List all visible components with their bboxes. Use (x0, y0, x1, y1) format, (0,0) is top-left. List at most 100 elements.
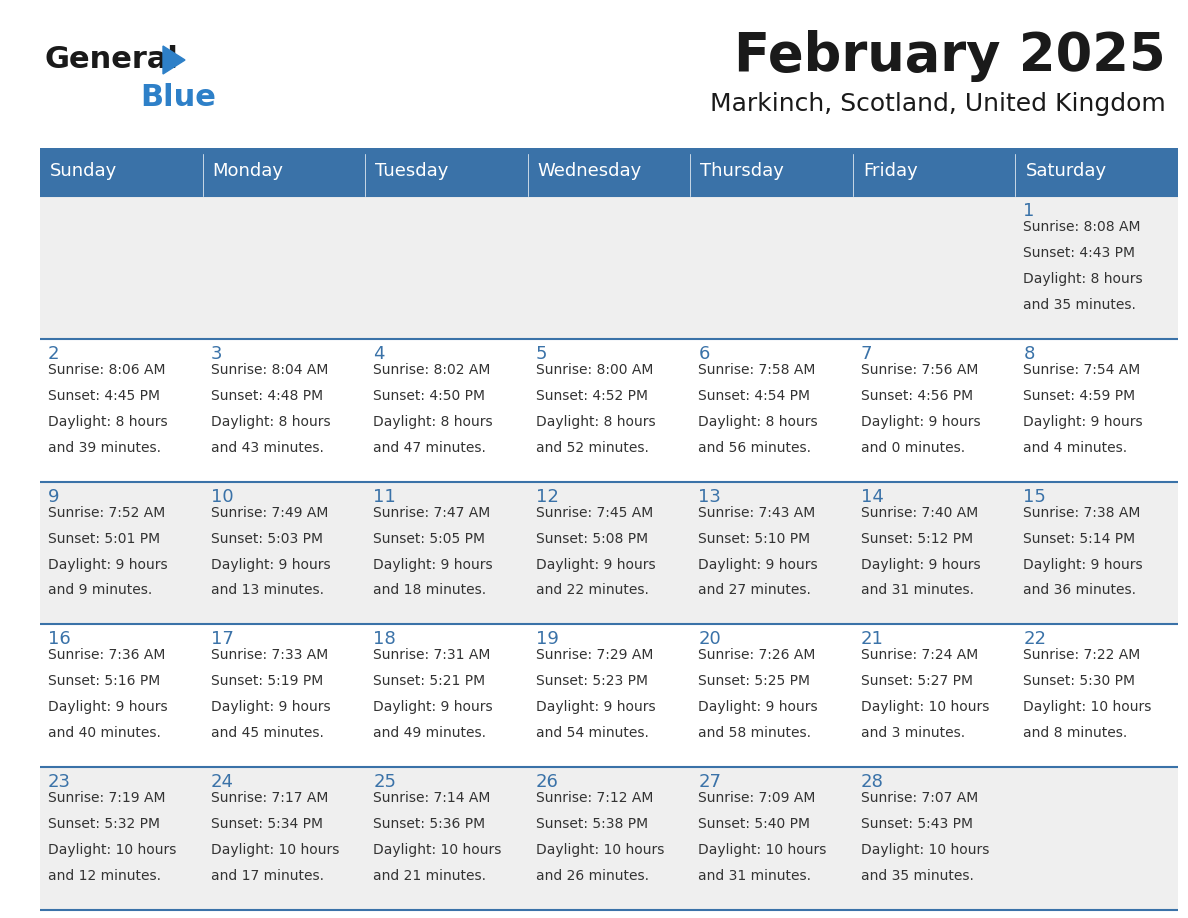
Text: 7: 7 (861, 345, 872, 363)
Text: Daylight: 9 hours: Daylight: 9 hours (1023, 557, 1143, 572)
Text: Sunset: 4:54 PM: Sunset: 4:54 PM (699, 388, 810, 403)
Bar (527, 624, 690, 767)
Bar (1016, 767, 1178, 910)
Text: Sunset: 4:48 PM: Sunset: 4:48 PM (210, 388, 323, 403)
Text: 19: 19 (536, 631, 558, 648)
Text: Sunset: 5:27 PM: Sunset: 5:27 PM (861, 675, 973, 688)
Bar (203, 339, 365, 482)
Text: Sunset: 5:14 PM: Sunset: 5:14 PM (1023, 532, 1136, 545)
Polygon shape (163, 46, 185, 74)
Text: and 4 minutes.: and 4 minutes. (1023, 441, 1127, 454)
Text: Sunset: 4:50 PM: Sunset: 4:50 PM (373, 388, 485, 403)
Bar (40, 154, 203, 196)
Bar (365, 767, 527, 910)
Text: and 27 minutes.: and 27 minutes. (699, 584, 811, 598)
Text: Daylight: 9 hours: Daylight: 9 hours (210, 700, 330, 714)
Text: Tuesday: Tuesday (375, 162, 449, 180)
Text: Sunrise: 7:24 AM: Sunrise: 7:24 AM (861, 648, 978, 663)
Text: Sunrise: 8:08 AM: Sunrise: 8:08 AM (1023, 220, 1140, 234)
Text: Daylight: 10 hours: Daylight: 10 hours (1023, 700, 1152, 714)
Text: Sunset: 5:30 PM: Sunset: 5:30 PM (1023, 675, 1136, 688)
Text: Sunrise: 7:33 AM: Sunrise: 7:33 AM (210, 648, 328, 663)
Bar (853, 154, 1016, 196)
Bar (40, 148, 1178, 154)
Text: and 18 minutes.: and 18 minutes. (373, 584, 486, 598)
Bar (40, 339, 203, 482)
Text: Sunrise: 7:26 AM: Sunrise: 7:26 AM (699, 648, 816, 663)
Text: February 2025: February 2025 (734, 30, 1165, 82)
Text: and 47 minutes.: and 47 minutes. (373, 441, 486, 454)
Bar (1016, 154, 1178, 196)
Text: 28: 28 (861, 773, 884, 791)
Text: Monday: Monday (213, 162, 284, 180)
Text: and 39 minutes.: and 39 minutes. (48, 441, 162, 454)
Text: and 52 minutes.: and 52 minutes. (536, 441, 649, 454)
Text: Friday: Friday (862, 162, 917, 180)
Bar (527, 196, 690, 339)
Text: 6: 6 (699, 345, 709, 363)
Text: Daylight: 10 hours: Daylight: 10 hours (861, 700, 990, 714)
Text: Sunrise: 7:09 AM: Sunrise: 7:09 AM (699, 791, 816, 805)
Text: 2: 2 (48, 345, 59, 363)
Bar (853, 196, 1016, 339)
Text: Sunrise: 7:22 AM: Sunrise: 7:22 AM (1023, 648, 1140, 663)
Text: 20: 20 (699, 631, 721, 648)
Text: Sunday: Sunday (50, 162, 118, 180)
Bar (527, 339, 690, 482)
Text: Daylight: 10 hours: Daylight: 10 hours (699, 843, 827, 857)
Text: and 35 minutes.: and 35 minutes. (861, 869, 974, 883)
Text: and 31 minutes.: and 31 minutes. (861, 584, 974, 598)
Text: 16: 16 (48, 631, 71, 648)
Text: Sunset: 5:16 PM: Sunset: 5:16 PM (48, 675, 160, 688)
Bar (853, 767, 1016, 910)
Bar (690, 482, 853, 624)
Text: Sunset: 5:21 PM: Sunset: 5:21 PM (373, 675, 485, 688)
Bar (40, 767, 203, 910)
Text: Wednesday: Wednesday (538, 162, 642, 180)
Text: Daylight: 8 hours: Daylight: 8 hours (210, 415, 330, 429)
Bar (690, 767, 853, 910)
Text: Daylight: 8 hours: Daylight: 8 hours (1023, 272, 1143, 285)
Text: Daylight: 10 hours: Daylight: 10 hours (48, 843, 176, 857)
Text: Daylight: 9 hours: Daylight: 9 hours (536, 700, 656, 714)
Text: Daylight: 9 hours: Daylight: 9 hours (699, 700, 817, 714)
Text: Sunset: 5:38 PM: Sunset: 5:38 PM (536, 817, 647, 831)
Text: and 45 minutes.: and 45 minutes. (210, 726, 323, 740)
Bar (40, 624, 203, 767)
Text: Daylight: 9 hours: Daylight: 9 hours (861, 557, 980, 572)
Text: Sunrise: 7:12 AM: Sunrise: 7:12 AM (536, 791, 653, 805)
Text: Daylight: 9 hours: Daylight: 9 hours (373, 557, 493, 572)
Text: and 26 minutes.: and 26 minutes. (536, 869, 649, 883)
Text: Sunrise: 7:31 AM: Sunrise: 7:31 AM (373, 648, 491, 663)
Text: 27: 27 (699, 773, 721, 791)
Bar (365, 339, 527, 482)
Bar (365, 482, 527, 624)
Text: and 36 minutes.: and 36 minutes. (1023, 584, 1137, 598)
Text: and 56 minutes.: and 56 minutes. (699, 441, 811, 454)
Text: Sunrise: 7:40 AM: Sunrise: 7:40 AM (861, 506, 978, 520)
Text: 24: 24 (210, 773, 234, 791)
Text: Daylight: 8 hours: Daylight: 8 hours (536, 415, 656, 429)
Text: General: General (45, 46, 179, 74)
Text: Sunset: 5:12 PM: Sunset: 5:12 PM (861, 532, 973, 545)
Text: Sunrise: 8:06 AM: Sunrise: 8:06 AM (48, 363, 165, 376)
Bar (1016, 196, 1178, 339)
Text: Sunrise: 7:58 AM: Sunrise: 7:58 AM (699, 363, 816, 376)
Text: Sunrise: 7:52 AM: Sunrise: 7:52 AM (48, 506, 165, 520)
Text: Sunrise: 7:45 AM: Sunrise: 7:45 AM (536, 506, 653, 520)
Text: Sunset: 5:08 PM: Sunset: 5:08 PM (536, 532, 647, 545)
Text: Sunrise: 7:36 AM: Sunrise: 7:36 AM (48, 648, 165, 663)
Text: and 12 minutes.: and 12 minutes. (48, 869, 162, 883)
Text: 22: 22 (1023, 631, 1047, 648)
Text: 26: 26 (536, 773, 558, 791)
Text: Sunset: 5:19 PM: Sunset: 5:19 PM (210, 675, 323, 688)
Text: Daylight: 10 hours: Daylight: 10 hours (861, 843, 990, 857)
Text: 4: 4 (373, 345, 385, 363)
Bar (40, 482, 203, 624)
Bar (203, 482, 365, 624)
Text: Daylight: 9 hours: Daylight: 9 hours (536, 557, 656, 572)
Text: Sunset: 5:40 PM: Sunset: 5:40 PM (699, 817, 810, 831)
Text: Daylight: 10 hours: Daylight: 10 hours (210, 843, 339, 857)
Bar (203, 767, 365, 910)
Bar (527, 767, 690, 910)
